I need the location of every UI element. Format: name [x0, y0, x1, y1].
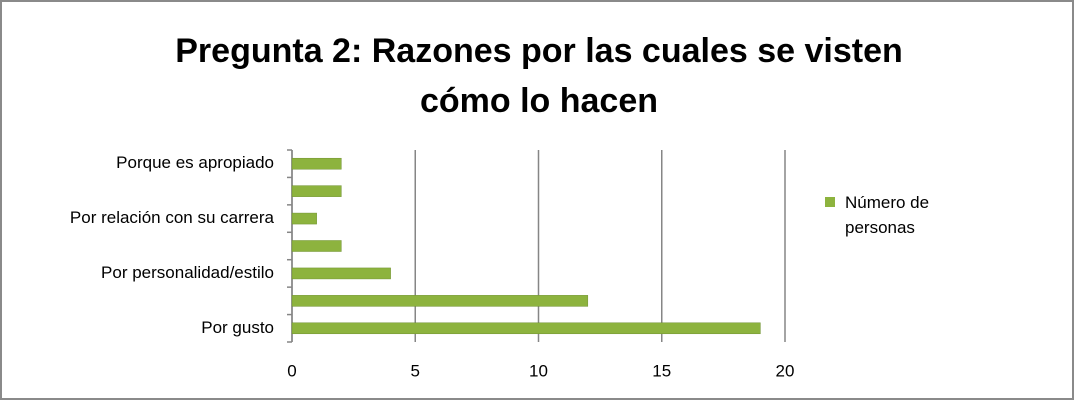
y-tick-label: Porque es apropiado — [116, 153, 274, 172]
x-tick-label: 0 — [287, 361, 296, 380]
x-tick-label: 5 — [411, 361, 420, 380]
bar — [291, 157, 342, 170]
y-tick-label: Por gusto — [201, 318, 274, 337]
bar — [291, 212, 317, 225]
x-tick-label: 20 — [776, 361, 795, 380]
bar — [291, 322, 761, 335]
x-tick-label: 15 — [652, 361, 671, 380]
bar — [291, 240, 342, 252]
x-tick-label: 10 — [529, 361, 548, 380]
legend-marker — [825, 197, 835, 207]
bar — [291, 267, 391, 280]
y-tick-label: Por relación con su carrera — [70, 208, 275, 227]
y-tick-label: Por personalidad/estilo — [101, 263, 274, 282]
bar — [291, 185, 342, 197]
chart-title: Pregunta 2: Razones por las cuales se vi… — [175, 32, 903, 120]
legend-label: Número de personas — [845, 193, 930, 237]
bar — [291, 295, 589, 307]
